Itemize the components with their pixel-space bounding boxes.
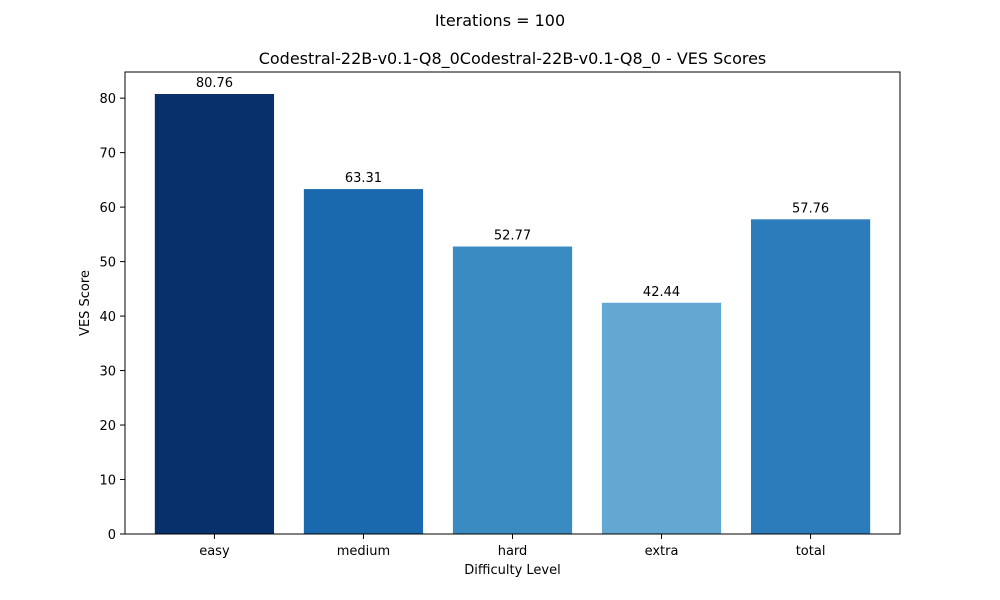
data-label-easy: 80.76 bbox=[196, 76, 233, 91]
axes-frame bbox=[124, 71, 901, 535]
x-tick-label-total: total bbox=[796, 544, 826, 559]
data-label-hard: 52.77 bbox=[494, 229, 531, 244]
data-label-medium: 63.31 bbox=[345, 171, 382, 186]
bar-easy bbox=[154, 94, 275, 534]
x-tick-label-medium: medium bbox=[337, 544, 390, 559]
bar-total bbox=[750, 219, 871, 534]
x-tick-label-easy: easy bbox=[199, 544, 230, 559]
x-tick-label-extra: extra bbox=[645, 544, 679, 559]
data-label-extra: 42.44 bbox=[643, 285, 680, 300]
y-axis-label: VES Score bbox=[78, 270, 93, 336]
y-tick-label-60: 60 bbox=[99, 201, 116, 216]
bar-extra bbox=[601, 302, 722, 534]
y-tick-label-20: 20 bbox=[99, 419, 116, 434]
y-tick-label-70: 70 bbox=[99, 147, 116, 162]
bar-hard bbox=[452, 246, 573, 535]
x-tick-label-hard: hard bbox=[498, 544, 528, 559]
figure-suptitle: Iterations = 100 bbox=[435, 11, 565, 30]
data-label-total: 57.76 bbox=[792, 201, 829, 216]
chart-title: Codestral-22B-v0.1-Q8_0Codestral-22B-v0.… bbox=[259, 49, 767, 69]
y-tick-label-80: 80 bbox=[99, 92, 116, 107]
x-axis-label: Difficulty Level bbox=[464, 563, 560, 578]
bar-medium bbox=[303, 189, 424, 534]
y-tick-label-0: 0 bbox=[108, 528, 116, 543]
plot-area: 80.76 easy 63.31 medium 52.77 hard 42.44 extra 5… bbox=[99, 71, 901, 559]
y-tick-label-50: 50 bbox=[99, 256, 116, 271]
y-tick-label-30: 30 bbox=[99, 365, 116, 380]
y-tick-label-10: 10 bbox=[99, 474, 116, 489]
y-tick-label-40: 40 bbox=[99, 310, 116, 325]
